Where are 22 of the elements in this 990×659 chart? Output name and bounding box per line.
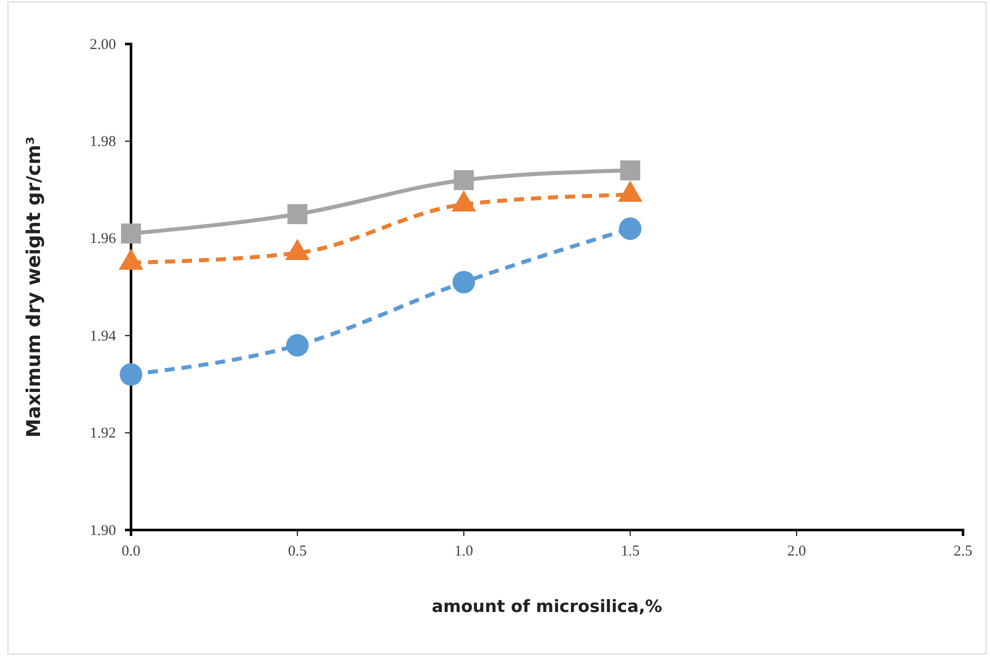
point [287,204,308,224]
y-tick-label: 1.90 [90,522,116,539]
y-tick-label: 2.00 [90,36,116,53]
x-tick-label: 2.5 [954,544,972,560]
x-axis-title: amount of microsilica,% [432,597,662,617]
x-tick-label: 0.5 [288,544,307,560]
y-tick-label: 1.96 [90,231,116,248]
x-tick-label: 0.0 [122,544,140,560]
y-axis-title: Maximum dry weight gr/cm³ [23,136,45,438]
point [121,224,141,244]
y-tick-label: 1.98 [90,134,116,150]
x-tick-label: 2.0 [787,544,806,560]
point [452,270,476,294]
x-tick-label: 1.5 [620,544,640,560]
point [286,334,309,357]
x-tick-label: 1.0 [454,544,474,560]
point [618,217,642,240]
point [454,170,474,190]
y-tick-label: 1.94 [90,328,116,344]
point [120,363,142,386]
point [620,160,640,180]
y-tick-label: 1.92 [90,426,116,442]
